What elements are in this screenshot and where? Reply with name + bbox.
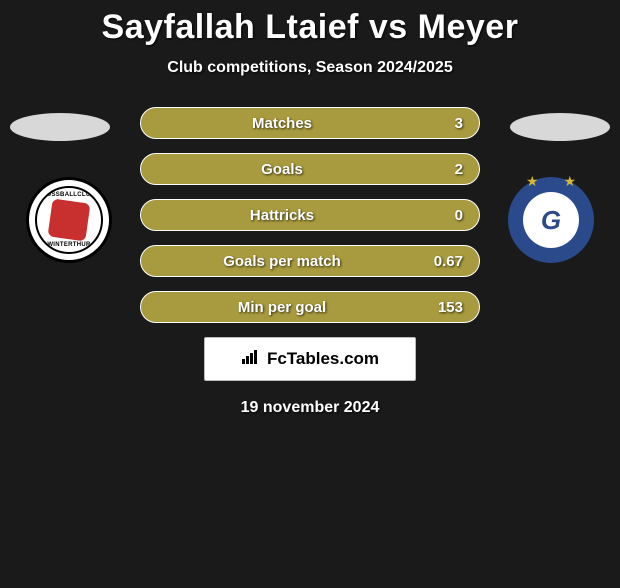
star-icon: ★ xyxy=(563,173,576,190)
stat-value: 0.67 xyxy=(423,253,463,270)
stat-label: Goals xyxy=(141,161,423,178)
brand-watermark: FcTables.com xyxy=(204,337,416,381)
date-label: 19 november 2024 xyxy=(0,399,620,417)
chart-icon xyxy=(241,349,261,370)
stat-bar-hattricks: Hattricks 0 xyxy=(140,199,480,231)
stat-value: 153 xyxy=(423,299,463,316)
stat-bar-goals-per-match: Goals per match 0.67 xyxy=(140,245,480,277)
stat-bar-goals: Goals 2 xyxy=(140,153,480,185)
stat-label: Hattricks xyxy=(141,207,423,224)
stat-bar-min-per-goal: Min per goal 153 xyxy=(140,291,480,323)
page-title: Sayfallah Ltaief vs Meyer xyxy=(0,8,620,47)
stat-bar-matches: Matches 3 xyxy=(140,107,480,139)
stat-value: 3 xyxy=(423,115,463,132)
club-badge-left-inner: FUSSBALLCLUB WINTERTHUR xyxy=(35,186,103,254)
player-ellipse-left xyxy=(10,113,110,141)
stat-value: 2 xyxy=(423,161,463,178)
club-badge-left-emblem xyxy=(48,199,91,242)
club-badge-left-top-text: FUSSBALLCLUB xyxy=(37,192,101,198)
stat-label: Matches xyxy=(141,115,423,132)
stat-bars: Matches 3 Goals 2 Hattricks 0 Goals per … xyxy=(140,107,480,323)
stat-value: 0 xyxy=(423,207,463,224)
club-badge-left-bottom-text: WINTERTHUR xyxy=(37,242,101,248)
player-ellipse-right xyxy=(510,113,610,141)
stat-label: Min per goal xyxy=(141,299,423,316)
club-badge-right: ★ ★ G xyxy=(508,177,594,263)
content-area: FUSSBALLCLUB WINTERTHUR ★ ★ G Matches 3 … xyxy=(0,107,620,417)
star-icon: ★ xyxy=(526,173,539,190)
brand-text: FcTables.com xyxy=(267,349,379,369)
club-badge-left: FUSSBALLCLUB WINTERTHUR xyxy=(26,177,112,263)
club-badge-right-logo: G xyxy=(523,192,579,248)
stat-label: Goals per match xyxy=(141,253,423,270)
page-subtitle: Club competitions, Season 2024/2025 xyxy=(0,59,620,77)
